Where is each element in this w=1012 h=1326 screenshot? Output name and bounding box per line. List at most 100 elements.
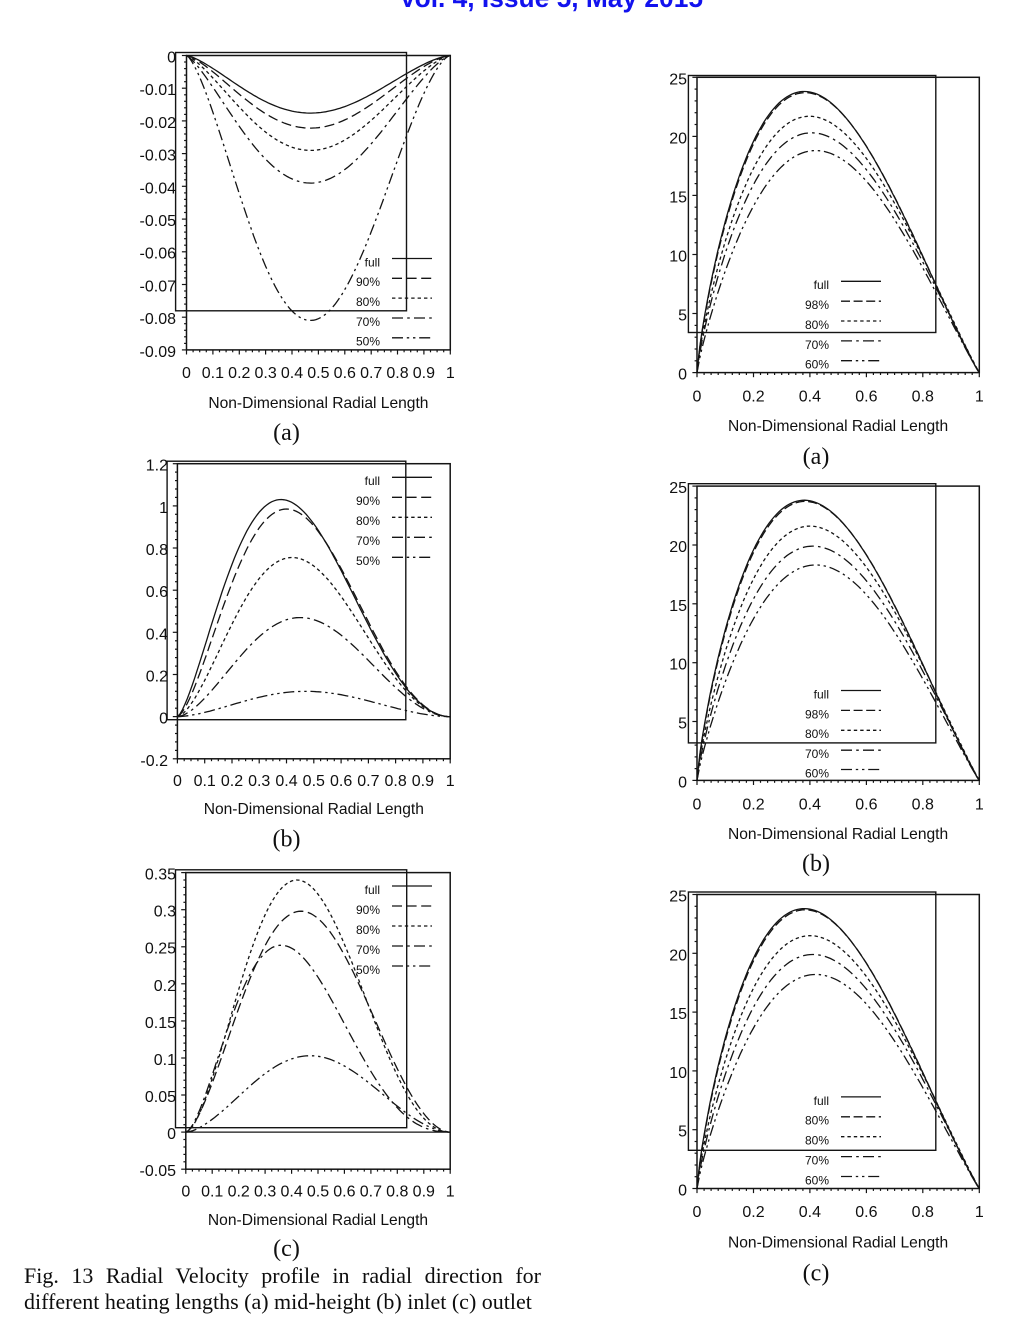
svg-text:-0.09: -0.09 (140, 344, 177, 361)
svg-text:-0.07: -0.07 (140, 278, 177, 295)
svg-text:0.4: 0.4 (281, 365, 303, 382)
svg-text:98%: 98% (805, 707, 829, 721)
svg-text:80%: 80% (356, 923, 380, 937)
svg-text:0.2: 0.2 (742, 1204, 764, 1221)
svg-text:15: 15 (669, 1006, 687, 1023)
svg-text:full: full (365, 255, 380, 269)
svg-text:5: 5 (678, 1124, 687, 1141)
svg-text:90%: 90% (356, 494, 380, 508)
svg-text:0.8: 0.8 (912, 389, 934, 406)
svg-text:0.4: 0.4 (799, 1204, 821, 1221)
svg-text:20: 20 (669, 539, 687, 556)
svg-text:0.2: 0.2 (154, 978, 176, 995)
svg-text:0.4: 0.4 (799, 389, 821, 406)
svg-text:10: 10 (669, 248, 687, 265)
svg-text:0.35: 0.35 (145, 867, 176, 884)
svg-text:1: 1 (446, 1184, 455, 1201)
svg-text:70%: 70% (356, 315, 380, 329)
svg-text:80%: 80% (805, 318, 829, 332)
svg-text:1: 1 (975, 797, 984, 814)
svg-text:0.3: 0.3 (248, 773, 270, 790)
svg-text:0.5: 0.5 (303, 773, 325, 790)
svg-text:80%: 80% (805, 727, 829, 741)
svg-text:25: 25 (669, 480, 687, 497)
svg-text:0.5: 0.5 (307, 1184, 329, 1201)
svg-text:0: 0 (173, 773, 182, 790)
svg-text:-0.08: -0.08 (140, 311, 177, 328)
svg-text:0.6: 0.6 (146, 584, 168, 601)
svg-text:70%: 70% (356, 943, 380, 957)
svg-text:0.2: 0.2 (221, 773, 243, 790)
svg-text:15: 15 (669, 189, 687, 206)
svg-text:80%: 80% (356, 514, 380, 528)
svg-text:0.4: 0.4 (799, 797, 821, 814)
svg-text:1: 1 (975, 389, 984, 406)
svg-text:0: 0 (678, 774, 687, 791)
svg-text:70%: 70% (805, 747, 829, 761)
svg-text:0.9: 0.9 (413, 365, 435, 382)
svg-text:0.8: 0.8 (146, 542, 168, 559)
svg-text:1: 1 (446, 773, 455, 790)
svg-text:Non-Dimensional Radial Length: Non-Dimensional Radial Length (728, 826, 948, 843)
svg-text:0.8: 0.8 (912, 1204, 934, 1221)
svg-text:0.1: 0.1 (202, 365, 224, 382)
svg-text:0: 0 (693, 1204, 702, 1221)
svg-text:full: full (814, 1094, 829, 1108)
svg-text:50%: 50% (356, 963, 380, 977)
svg-text:0.4: 0.4 (275, 773, 297, 790)
svg-text:0: 0 (678, 1183, 687, 1200)
svg-text:0.2: 0.2 (228, 365, 250, 382)
svg-text:1: 1 (975, 1204, 984, 1221)
svg-text:0: 0 (181, 1184, 190, 1201)
svg-text:0.6: 0.6 (334, 365, 356, 382)
svg-text:0.2: 0.2 (742, 797, 764, 814)
svg-text:(b): (b) (802, 851, 830, 877)
svg-text:80%: 80% (805, 1114, 829, 1128)
svg-text:0.8: 0.8 (386, 1184, 408, 1201)
svg-text:0: 0 (167, 1126, 176, 1143)
svg-text:full: full (365, 474, 380, 488)
svg-text:0: 0 (693, 797, 702, 814)
svg-text:70%: 70% (805, 1154, 829, 1168)
svg-text:0.15: 0.15 (145, 1015, 176, 1032)
svg-text:0.8: 0.8 (386, 365, 408, 382)
svg-text:Non-Dimensional Radial Length: Non-Dimensional Radial Length (728, 1235, 948, 1252)
svg-text:0.1: 0.1 (194, 773, 216, 790)
svg-text:15: 15 (669, 598, 687, 615)
svg-text:-0.04: -0.04 (140, 180, 177, 197)
svg-text:-0.03: -0.03 (140, 148, 177, 165)
svg-text:0.25: 0.25 (145, 941, 176, 958)
svg-text:0.9: 0.9 (412, 773, 434, 790)
svg-text:70%: 70% (356, 534, 380, 548)
svg-text:5: 5 (678, 716, 687, 733)
svg-text:0.8: 0.8 (912, 797, 934, 814)
svg-text:80%: 80% (356, 295, 380, 309)
svg-text:0.4: 0.4 (280, 1184, 302, 1201)
svg-text:25: 25 (669, 71, 687, 88)
svg-text:0.6: 0.6 (855, 389, 877, 406)
svg-text:60%: 60% (805, 1173, 829, 1187)
svg-text:20: 20 (669, 947, 687, 964)
svg-text:0.3: 0.3 (254, 1184, 276, 1201)
svg-text:0.7: 0.7 (357, 773, 379, 790)
svg-text:50%: 50% (356, 554, 380, 568)
svg-text:0.2: 0.2 (146, 668, 168, 685)
svg-text:90%: 90% (356, 903, 380, 917)
svg-text:(c): (c) (803, 1261, 830, 1287)
svg-text:0: 0 (182, 365, 191, 382)
svg-text:10: 10 (669, 1065, 687, 1082)
svg-text:60%: 60% (805, 358, 829, 372)
svg-text:0.4: 0.4 (146, 626, 168, 643)
svg-text:20: 20 (669, 130, 687, 147)
svg-text:1.2: 1.2 (146, 458, 168, 475)
svg-text:-0.06: -0.06 (140, 246, 177, 263)
svg-text:80%: 80% (805, 1134, 829, 1148)
svg-text:60%: 60% (805, 766, 829, 780)
svg-text:70%: 70% (805, 338, 829, 352)
svg-text:full: full (814, 687, 829, 701)
svg-text:-0.05: -0.05 (140, 213, 177, 230)
svg-text:Non-Dimensional Radial Length: Non-Dimensional Radial Length (208, 1212, 428, 1229)
svg-text:0.1: 0.1 (154, 1052, 176, 1069)
svg-text:0.8: 0.8 (384, 773, 406, 790)
